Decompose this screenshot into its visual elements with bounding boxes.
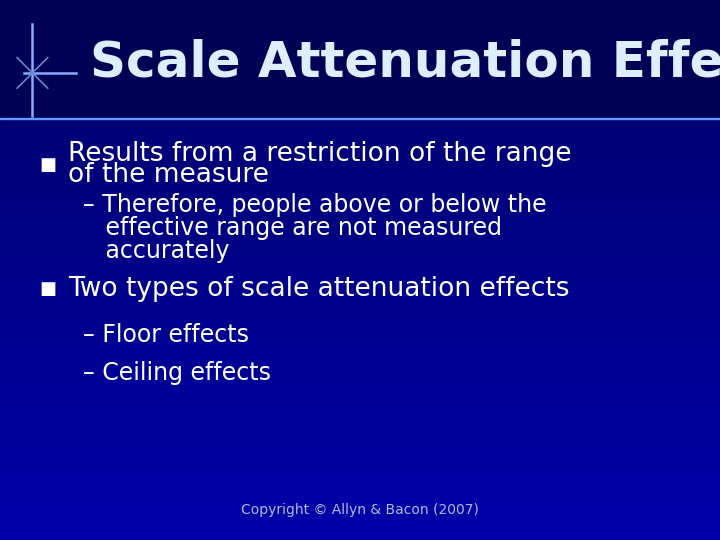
Bar [0, 342, 720, 351]
Bar [0, 522, 720, 531]
Bar [0, 450, 720, 459]
Bar [0, 45, 720, 54]
Text: effective range are not measured: effective range are not measured [83, 216, 502, 240]
Bar [0, 198, 720, 207]
Bar [0, 225, 720, 234]
Bar [0, 162, 720, 171]
Bar [0, 297, 720, 306]
Text: Copyright © Allyn & Bacon (2007): Copyright © Allyn & Bacon (2007) [241, 503, 479, 517]
Bar [0, 180, 720, 189]
Bar [0, 423, 720, 432]
Bar [0, 306, 720, 315]
Bar [0, 207, 720, 216]
Bar [0, 333, 720, 342]
Bar [0, 135, 720, 144]
Bar [0, 468, 720, 477]
Bar [0, 0, 720, 119]
Bar [0, 0, 720, 9]
Bar [0, 288, 720, 297]
Text: Results from a restriction of the range: Results from a restriction of the range [68, 141, 572, 167]
Bar [0, 315, 720, 324]
Bar [0, 531, 720, 540]
Bar [0, 279, 720, 288]
Bar [0, 243, 720, 252]
Bar [0, 405, 720, 414]
Bar [0, 9, 720, 18]
Bar [0, 234, 720, 243]
Bar [0, 378, 720, 387]
Bar [0, 216, 720, 225]
Bar [0, 81, 720, 90]
Bar [0, 54, 720, 63]
Bar [0, 477, 720, 486]
Bar [0, 261, 720, 270]
Text: of the measure: of the measure [68, 163, 269, 188]
Text: ■: ■ [40, 280, 57, 298]
Bar [0, 369, 720, 378]
Bar [0, 504, 720, 513]
Text: – Ceiling effects: – Ceiling effects [83, 361, 271, 384]
Bar [0, 270, 720, 279]
Bar [0, 459, 720, 468]
Bar [0, 63, 720, 72]
Text: ■: ■ [40, 156, 57, 174]
Bar [0, 360, 720, 369]
Bar [0, 441, 720, 450]
Bar [0, 495, 720, 504]
Bar [0, 36, 720, 45]
Text: Scale Attenuation Effects: Scale Attenuation Effects [90, 38, 720, 86]
Bar [0, 171, 720, 180]
Bar [0, 108, 720, 117]
Text: Two types of scale attenuation effects: Two types of scale attenuation effects [68, 276, 570, 302]
Bar [0, 144, 720, 153]
Bar [0, 432, 720, 441]
Bar [0, 126, 720, 135]
Bar [0, 486, 720, 495]
Bar [0, 414, 720, 423]
Bar [0, 513, 720, 522]
Bar [0, 18, 720, 27]
Bar [0, 252, 720, 261]
Bar [0, 189, 720, 198]
Bar [0, 324, 720, 333]
Bar [0, 396, 720, 405]
Bar [0, 117, 720, 126]
Bar [0, 27, 720, 36]
Bar [0, 387, 720, 396]
Bar [0, 72, 720, 81]
Text: accurately: accurately [83, 239, 229, 262]
Bar [0, 99, 720, 108]
Text: – Floor effects: – Floor effects [83, 323, 249, 347]
Bar [0, 351, 720, 360]
Bar [0, 90, 720, 99]
Text: – Therefore, people above or below the: – Therefore, people above or below the [83, 193, 546, 217]
Bar [0, 153, 720, 162]
FancyArrow shape [0, 118, 720, 119]
